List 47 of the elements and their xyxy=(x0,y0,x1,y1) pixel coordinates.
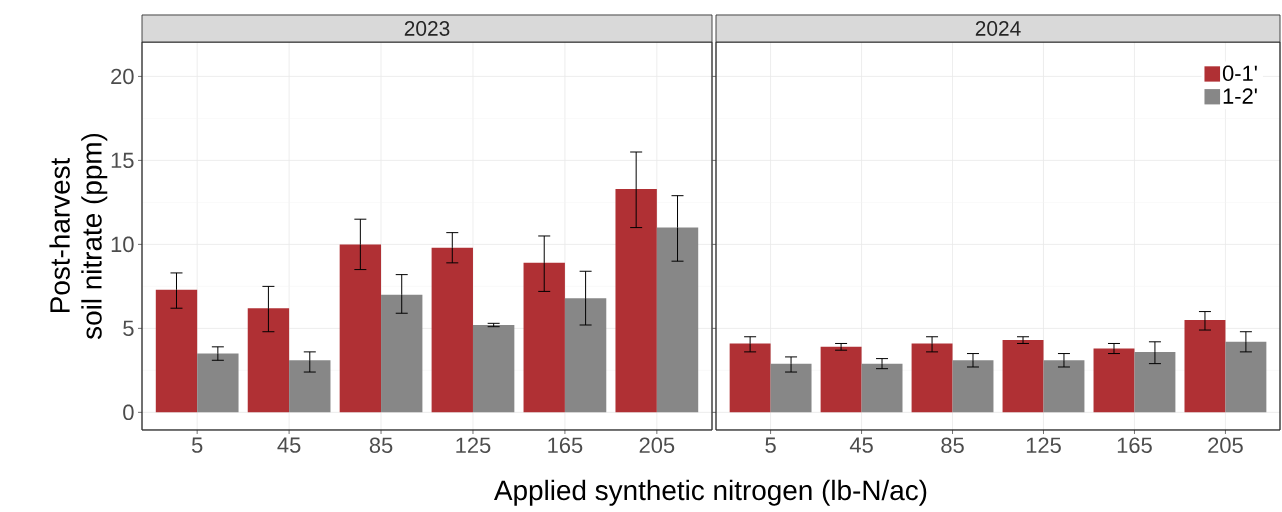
bar xyxy=(247,308,290,413)
chart-title: 2024 xyxy=(975,21,1021,36)
x-tick-label: 85 xyxy=(369,437,393,454)
bar xyxy=(1184,319,1226,413)
bar xyxy=(1225,341,1267,413)
y-tick-label: 20 xyxy=(111,68,134,85)
y-axis-title: Post-harvest soil nitrate (ppm) xyxy=(49,133,108,340)
x-tick-label: 165 xyxy=(548,437,583,454)
chart-title: 2023 xyxy=(404,21,450,36)
legend-label: 0-1' xyxy=(1222,65,1257,82)
bar xyxy=(197,353,239,413)
x-axis-title: Applied synthetic nitrogen (lb-N/ac) xyxy=(493,479,927,506)
y-tick-label: 15 xyxy=(111,152,134,169)
x-tick-label: 5 xyxy=(191,437,203,453)
legend-label: 1-2' xyxy=(1223,88,1257,104)
bar xyxy=(289,360,331,413)
bar xyxy=(820,346,862,413)
x-tick-label: 45 xyxy=(277,437,301,453)
bar xyxy=(472,325,515,413)
bar xyxy=(431,247,473,413)
bar xyxy=(1002,340,1044,413)
x-tick-label: 165 xyxy=(1117,437,1152,454)
bar xyxy=(615,188,657,413)
x-tick-label: 5 xyxy=(765,437,776,453)
x-tick-label: 205 xyxy=(639,437,675,454)
y-tick-label: 0 xyxy=(123,404,134,421)
y-tick-label: 5 xyxy=(123,320,134,337)
x-tick-label: 85 xyxy=(941,437,964,454)
bar xyxy=(1134,351,1176,413)
bar xyxy=(656,227,699,413)
x-tick-label: 205 xyxy=(1208,437,1243,454)
bar xyxy=(952,360,994,413)
bar xyxy=(381,294,423,413)
bar xyxy=(861,363,903,413)
bar xyxy=(1093,348,1135,413)
bar xyxy=(523,262,565,413)
x-tick-label: 45 xyxy=(849,437,873,453)
bar xyxy=(339,244,382,413)
bar xyxy=(770,363,812,413)
y-tick-label: 10 xyxy=(111,236,134,253)
bar xyxy=(155,289,198,413)
bar xyxy=(911,343,953,413)
bar xyxy=(564,298,607,413)
x-tick-label: 125 xyxy=(456,437,491,454)
bar xyxy=(729,343,771,413)
bar xyxy=(1043,360,1085,413)
x-tick-label: 125 xyxy=(1026,437,1061,454)
